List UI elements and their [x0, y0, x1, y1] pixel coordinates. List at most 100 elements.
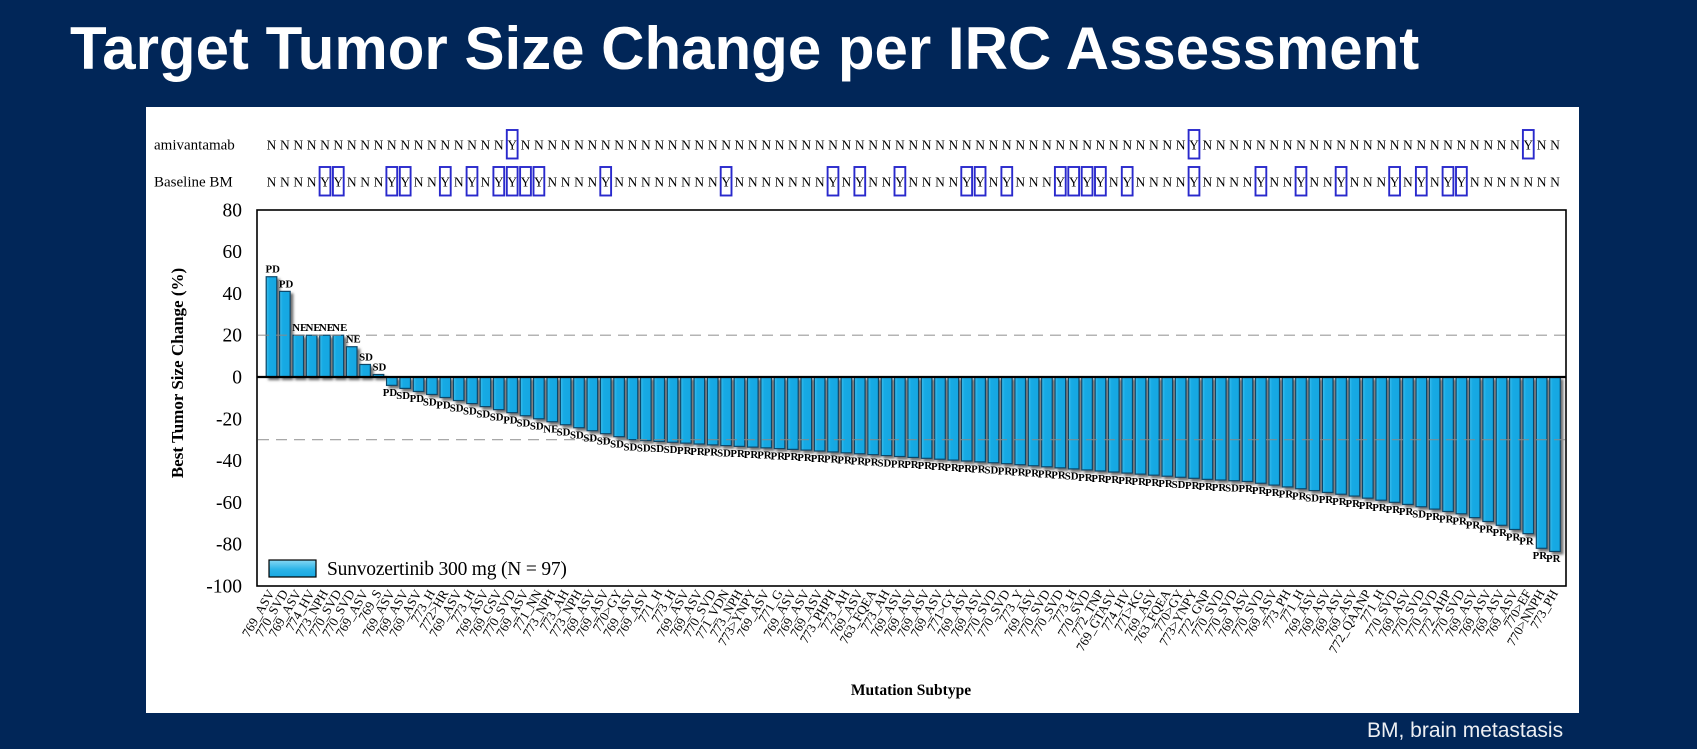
- svg-text:PR: PR: [971, 464, 986, 476]
- svg-text:N: N: [1443, 138, 1453, 153]
- svg-text:N: N: [882, 138, 892, 153]
- svg-text:Y: Y: [721, 175, 731, 190]
- svg-text:N: N: [788, 138, 798, 153]
- svg-text:N: N: [1497, 175, 1507, 190]
- svg-text:N: N: [267, 138, 277, 153]
- svg-text:-20: -20: [216, 409, 242, 430]
- svg-text:N: N: [1149, 138, 1159, 153]
- svg-text:PR: PR: [851, 456, 866, 468]
- svg-text:PR: PR: [744, 449, 759, 461]
- svg-text:N: N: [1283, 138, 1293, 153]
- svg-text:N: N: [1269, 138, 1279, 153]
- svg-text:N: N: [1390, 138, 1400, 153]
- svg-text:PR: PR: [1091, 473, 1106, 485]
- svg-text:N: N: [1149, 175, 1159, 190]
- svg-text:SD: SD: [878, 457, 892, 469]
- svg-text:NE: NE: [543, 424, 558, 436]
- svg-text:N: N: [534, 138, 544, 153]
- svg-text:N: N: [1550, 138, 1560, 153]
- svg-text:N: N: [641, 175, 651, 190]
- svg-text:N: N: [1376, 175, 1386, 190]
- svg-text:-40: -40: [216, 451, 242, 472]
- svg-text:N: N: [293, 175, 303, 190]
- svg-text:Y: Y: [534, 175, 544, 190]
- svg-text:N: N: [1269, 175, 1279, 190]
- svg-text:N: N: [1122, 138, 1132, 153]
- svg-text:N: N: [1283, 175, 1293, 190]
- svg-text:PR: PR: [1519, 536, 1534, 548]
- svg-text:N: N: [1550, 175, 1560, 190]
- svg-text:SD: SD: [610, 439, 624, 451]
- svg-text:N: N: [949, 138, 959, 153]
- svg-text:N: N: [1029, 138, 1039, 153]
- svg-text:N: N: [547, 138, 557, 153]
- svg-text:N: N: [374, 175, 384, 190]
- svg-text:SD: SD: [517, 418, 531, 430]
- svg-text:N: N: [775, 175, 785, 190]
- svg-text:PR: PR: [784, 451, 799, 463]
- svg-text:Y: Y: [320, 175, 330, 190]
- svg-text:N: N: [801, 138, 811, 153]
- svg-text:PR: PR: [704, 447, 719, 459]
- svg-text:N: N: [1376, 138, 1386, 153]
- svg-text:N: N: [1323, 175, 1333, 190]
- svg-text:PR: PR: [1533, 550, 1548, 562]
- svg-text:N: N: [280, 138, 290, 153]
- svg-text:N: N: [855, 138, 865, 153]
- svg-text:Y: Y: [1416, 175, 1426, 190]
- svg-text:PR: PR: [918, 460, 933, 472]
- svg-text:Y: Y: [1457, 175, 1467, 190]
- svg-text:N: N: [815, 175, 825, 190]
- svg-text:Y: Y: [828, 175, 838, 190]
- svg-text:SD: SD: [570, 430, 584, 442]
- svg-text:PD: PD: [383, 387, 398, 399]
- svg-text:N: N: [735, 175, 745, 190]
- svg-text:N: N: [1296, 138, 1306, 153]
- svg-text:SD: SD: [583, 433, 597, 445]
- svg-text:SD: SD: [597, 436, 611, 448]
- svg-text:N: N: [481, 175, 491, 190]
- svg-text:N: N: [1483, 138, 1493, 153]
- svg-text:N: N: [1069, 138, 1079, 153]
- svg-text:N: N: [748, 138, 758, 153]
- svg-text:N: N: [1216, 138, 1226, 153]
- svg-text:SD: SD: [1225, 483, 1239, 495]
- svg-text:N: N: [1109, 175, 1119, 190]
- svg-text:PD: PD: [503, 415, 518, 427]
- svg-text:SD: SD: [637, 442, 651, 454]
- svg-text:N: N: [588, 138, 598, 153]
- svg-text:N: N: [400, 138, 410, 153]
- svg-text:PR: PR: [824, 454, 839, 466]
- svg-text:N: N: [1336, 138, 1346, 153]
- svg-text:PD: PD: [436, 399, 451, 411]
- svg-text:N: N: [440, 138, 450, 153]
- svg-text:Y: Y: [1296, 175, 1306, 190]
- svg-text:NE: NE: [319, 322, 334, 334]
- svg-text:SD: SD: [1412, 509, 1426, 521]
- svg-text:N: N: [775, 138, 785, 153]
- svg-text:SD: SD: [463, 405, 477, 417]
- svg-text:N: N: [347, 175, 357, 190]
- svg-text:N: N: [547, 175, 557, 190]
- svg-text:N: N: [267, 175, 277, 190]
- svg-text:PR: PR: [944, 462, 959, 474]
- svg-text:Y: Y: [467, 175, 477, 190]
- svg-text:PR: PR: [1265, 487, 1280, 499]
- svg-text:PR: PR: [1332, 496, 1347, 508]
- svg-text:Y: Y: [1443, 175, 1453, 190]
- svg-text:PR: PR: [1252, 485, 1267, 497]
- svg-text:N: N: [761, 175, 771, 190]
- svg-text:Mutation Subtype: Mutation Subtype: [851, 682, 971, 699]
- svg-text:PR: PR: [958, 463, 973, 475]
- svg-text:N: N: [1537, 138, 1547, 153]
- svg-text:N: N: [1363, 138, 1373, 153]
- svg-text:N: N: [628, 175, 638, 190]
- svg-text:PR: PR: [1452, 516, 1467, 528]
- svg-text:N: N: [668, 175, 678, 190]
- svg-text:N: N: [668, 138, 678, 153]
- svg-text:N: N: [788, 175, 798, 190]
- svg-text:SD: SD: [664, 444, 678, 456]
- svg-text:N: N: [681, 138, 691, 153]
- svg-text:Y: Y: [895, 175, 905, 190]
- svg-text:NE: NE: [306, 322, 321, 334]
